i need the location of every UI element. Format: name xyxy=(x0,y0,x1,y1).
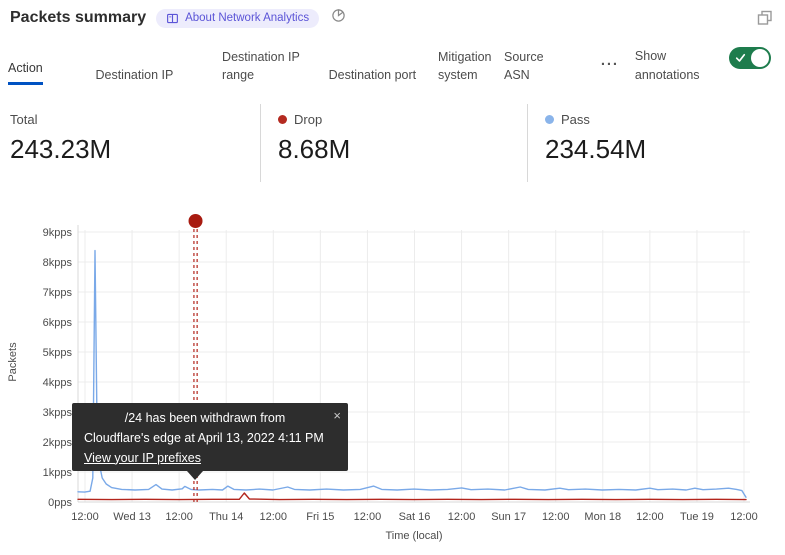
stat-total-label: Total xyxy=(10,112,38,127)
svg-text:Thu 14: Thu 14 xyxy=(209,511,243,523)
close-icon[interactable]: × xyxy=(333,408,341,423)
svg-text:Sun 17: Sun 17 xyxy=(491,511,526,523)
svg-text:Packets: Packets xyxy=(7,342,19,382)
svg-text:0pps: 0pps xyxy=(48,497,72,509)
annotation-tooltip: /24 has been withdrawn from Cloudflare's… xyxy=(72,403,348,480)
svg-text:8kpps: 8kpps xyxy=(43,257,73,269)
svg-text:4kpps: 4kpps xyxy=(43,377,73,389)
show-annotations-label: Show annotations xyxy=(634,49,700,82)
svg-text:3kpps: 3kpps xyxy=(43,407,73,419)
tab-destination-port[interactable]: Destination port xyxy=(329,66,422,84)
tab-mitigation-system[interactable]: Mitigation system xyxy=(438,48,492,84)
tab-label: Destination IP range xyxy=(222,50,300,83)
badge-label: About Network Analytics xyxy=(185,12,310,24)
tab-label: Destination IP xyxy=(95,68,174,83)
svg-text:Sat 16: Sat 16 xyxy=(399,511,431,523)
tooltip-text-line2: Cloudflare's edge at April 13, 2022 4:11… xyxy=(84,430,324,445)
tab-label: Action xyxy=(8,59,43,85)
expand-icon[interactable] xyxy=(757,10,773,31)
stat-drop-label: Drop xyxy=(294,112,323,127)
svg-text:9kpps: 9kpps xyxy=(43,227,73,239)
pass-dot-icon xyxy=(545,115,554,124)
book-icon xyxy=(167,13,179,23)
tab-destination-ip-range[interactable]: Destination IP range xyxy=(222,48,313,84)
stat-pass: Pass 234.54M xyxy=(527,104,785,182)
tab-label: Source ASN xyxy=(504,50,544,83)
svg-text:12:00: 12:00 xyxy=(636,511,664,523)
svg-text:12:00: 12:00 xyxy=(448,511,476,523)
view-ip-prefixes-link[interactable]: View your IP prefixes xyxy=(84,450,201,465)
stats-row: Total 243.23M Drop 8.68M Pass 234.54M xyxy=(0,104,785,182)
more-options-icon[interactable]: ··· xyxy=(600,55,619,73)
svg-text:12:00: 12:00 xyxy=(542,511,570,523)
svg-text:12:00: 12:00 xyxy=(354,511,382,523)
check-icon xyxy=(735,53,746,62)
stat-drop: Drop 8.68M xyxy=(260,104,527,182)
toggle-knob xyxy=(751,49,769,67)
page-title: Packets summary xyxy=(10,9,147,26)
svg-text:Tue 19: Tue 19 xyxy=(680,511,714,523)
svg-text:1kpps: 1kpps xyxy=(43,467,73,479)
stat-total-value: 243.23M xyxy=(10,134,112,164)
svg-text:2kpps: 2kpps xyxy=(43,437,73,449)
svg-text:Mon 18: Mon 18 xyxy=(584,511,621,523)
svg-text:12:00: 12:00 xyxy=(165,511,193,523)
about-network-analytics-link[interactable]: About Network Analytics xyxy=(156,8,320,28)
tab-destination-ip[interactable]: Destination IP xyxy=(95,66,206,84)
show-annotations-toggle[interactable] xyxy=(729,47,771,69)
filter-tabs-row: Action Destination IP Destination IP range… xyxy=(8,45,771,85)
stat-drop-value: 8.68M xyxy=(278,134,351,164)
panel-header: Packets summary About Network Analytics xyxy=(10,8,745,28)
svg-text:12:00: 12:00 xyxy=(71,511,99,523)
svg-text:6kpps: 6kpps xyxy=(43,317,73,329)
svg-text:Wed 13: Wed 13 xyxy=(113,511,151,523)
stat-total: Total 243.23M xyxy=(0,104,260,182)
svg-text:Time (local): Time (local) xyxy=(385,530,442,542)
tab-label: Destination port xyxy=(328,68,417,83)
tab-source-asn[interactable]: Source ASN xyxy=(504,48,569,84)
svg-text:12:00: 12:00 xyxy=(730,511,758,523)
svg-text:7kpps: 7kpps xyxy=(43,287,73,299)
stat-pass-value: 234.54M xyxy=(545,134,647,164)
svg-text:Fri 15: Fri 15 xyxy=(306,511,334,523)
data-freshness-icon xyxy=(331,8,346,28)
svg-text:5kpps: 5kpps xyxy=(43,347,73,359)
tab-label: Mitigation system xyxy=(438,50,492,83)
tab-action[interactable]: Action xyxy=(8,59,79,85)
svg-text:12:00: 12:00 xyxy=(260,511,288,523)
tooltip-text-line1: /24 has been withdrawn from xyxy=(124,411,286,425)
drop-dot-icon xyxy=(278,115,287,124)
stat-pass-label: Pass xyxy=(561,112,590,127)
